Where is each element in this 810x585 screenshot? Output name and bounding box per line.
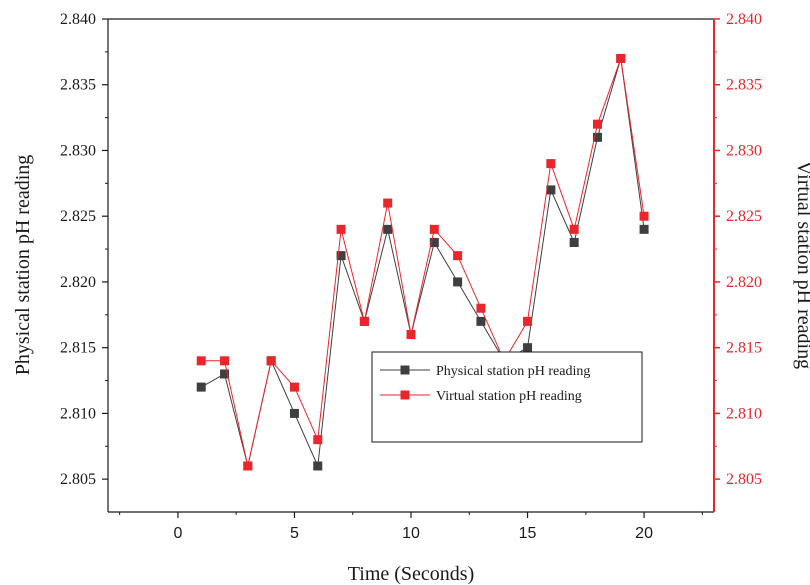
- virtual-point: [289, 382, 299, 392]
- legend-entry-virtual: Virtual station pH reading: [436, 389, 582, 404]
- axes-layer: 0 5 10 15 20 2.805 2.805 2.810 2.810 2.815 2.815 2.…: [60, 11, 762, 542]
- virtual-point: [476, 303, 486, 313]
- virtual-point: [523, 316, 533, 326]
- physical-point: [383, 224, 393, 234]
- x-tick-label: 15: [519, 525, 537, 542]
- legend-entry-physical: Physical station pH reading: [436, 364, 590, 379]
- physical-point: [313, 461, 323, 471]
- virtual-point: [383, 198, 393, 208]
- physical-point: [336, 251, 346, 261]
- virtual-point: [266, 356, 276, 366]
- y-tick-label-right: 2.815: [726, 340, 762, 357]
- virtual-point: [313, 435, 323, 445]
- y-tick-label-left: 2.810: [60, 405, 96, 422]
- y-axis-label-right: Virtual station pH reading: [793, 161, 810, 369]
- x-tick-label: 5: [290, 525, 299, 542]
- y-tick-label-right: 2.830: [726, 142, 762, 159]
- y-tick-label-right: 2.805: [726, 471, 762, 488]
- virtual-point: [616, 53, 626, 63]
- virtual-point: [359, 316, 369, 326]
- x-tick-label: 10: [402, 525, 420, 542]
- virtual-point: [639, 211, 649, 221]
- legend: Physical station pH reading Virtual stati…: [371, 351, 643, 443]
- physical-point: [289, 408, 299, 418]
- virtual-point: [453, 251, 463, 261]
- physical-point: [196, 382, 206, 392]
- virtual-point: [406, 330, 416, 340]
- y-tick-label-left: 2.815: [60, 340, 96, 357]
- legend-box: [371, 351, 643, 443]
- y-tick-label-left: 2.830: [60, 142, 96, 159]
- virtual-point: [336, 224, 346, 234]
- legend-marker: [400, 365, 410, 375]
- y-tick-label-right: 2.835: [726, 77, 762, 94]
- physical-point: [220, 369, 230, 379]
- physical-point: [523, 343, 533, 353]
- virtual-point: [220, 356, 230, 366]
- physical-point: [429, 237, 439, 247]
- virtual-point: [196, 356, 206, 366]
- physical-point: [639, 224, 649, 234]
- y-tick-label-right: 2.840: [726, 11, 762, 28]
- virtual-point: [592, 119, 602, 129]
- legend-marker: [400, 390, 410, 400]
- y-axis-label-left: Physical station pH reading: [12, 155, 34, 376]
- physical-point: [476, 316, 486, 326]
- physical-point: [592, 132, 602, 142]
- y-tick-label-right: 2.825: [726, 208, 762, 225]
- virtual-point: [429, 224, 439, 234]
- x-axis-label: Time (Seconds): [348, 563, 474, 585]
- y-tick-label-right: 2.810: [726, 405, 762, 422]
- y-tick-label-left: 2.805: [60, 471, 96, 488]
- y-tick-label-left: 2.825: [60, 208, 96, 225]
- physical-point: [569, 237, 579, 247]
- physical-point: [546, 185, 556, 195]
- physical-point: [453, 277, 463, 287]
- virtual-point: [243, 461, 253, 471]
- y-tick-label-right: 2.820: [726, 274, 762, 291]
- y-tick-label-left: 2.820: [60, 274, 96, 291]
- x-tick-label: 0: [173, 525, 182, 542]
- x-tick-label: 20: [635, 525, 653, 542]
- virtual-point: [546, 159, 556, 169]
- y-tick-label-left: 2.840: [60, 11, 96, 28]
- y-tick-label-left: 2.835: [60, 77, 96, 94]
- virtual-point: [569, 224, 579, 234]
